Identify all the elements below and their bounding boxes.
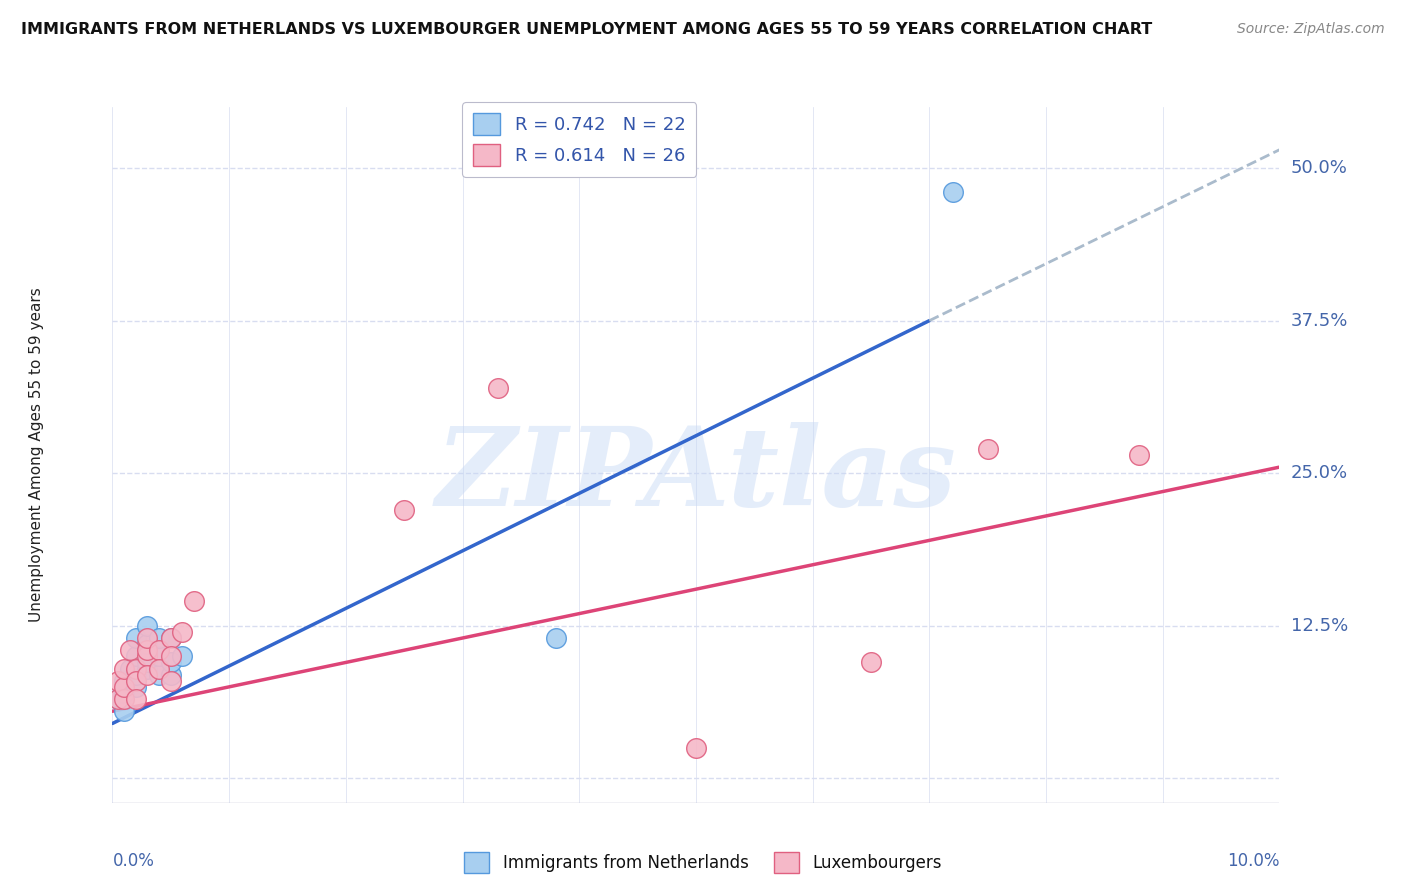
Text: 12.5%: 12.5% [1291,616,1348,635]
Point [125,673,148,688]
Point [136,649,159,664]
Point [148,631,170,645]
Point [136,631,159,645]
Point [160,656,183,670]
Point [125,667,148,681]
Point [392,503,416,517]
Point [136,656,159,670]
Legend: R = 0.742   N = 22, R = 0.614   N = 26: R = 0.742 N = 22, R = 0.614 N = 26 [463,103,696,177]
Point [160,649,183,664]
Point [125,692,148,706]
Text: ZIPAtlas: ZIPAtlas [436,422,956,530]
Point [486,381,509,395]
Point [125,649,148,664]
Point [112,680,135,694]
Point [136,643,159,657]
Point [125,631,148,645]
Point [148,649,170,664]
Point [160,631,183,645]
Point [183,594,205,608]
Point [136,619,159,633]
Point [172,624,194,639]
Text: 0.0%: 0.0% [112,852,155,870]
Point [1128,448,1150,462]
Point [112,673,135,688]
Text: Source: ZipAtlas.com: Source: ZipAtlas.com [1237,22,1385,37]
Legend: Immigrants from Netherlands, Luxembourgers: Immigrants from Netherlands, Luxembourge… [458,846,948,880]
Point [148,661,170,675]
Point [107,673,129,688]
Point [112,686,135,700]
Point [942,186,965,200]
Text: IMMIGRANTS FROM NETHERLANDS VS LUXEMBOURGER UNEMPLOYMENT AMONG AGES 55 TO 59 YEA: IMMIGRANTS FROM NETHERLANDS VS LUXEMBOUR… [21,22,1153,37]
Point [160,667,183,681]
Point [118,661,141,675]
Point [172,649,194,664]
Point [107,692,129,706]
Point [107,692,129,706]
Point [685,740,707,755]
Point [160,673,183,688]
Point [136,667,159,681]
Point [112,692,135,706]
Point [112,661,135,675]
Point [125,661,148,675]
Text: 25.0%: 25.0% [1291,464,1348,483]
Text: 50.0%: 50.0% [1291,159,1347,178]
Text: Unemployment Among Ages 55 to 59 years: Unemployment Among Ages 55 to 59 years [30,287,44,623]
Point [148,643,170,657]
Point [544,631,567,645]
Point [112,704,135,718]
Point [976,442,998,456]
Text: 10.0%: 10.0% [1227,852,1279,870]
Point [148,667,170,681]
Text: 37.5%: 37.5% [1291,311,1348,330]
Point [136,637,159,651]
Point [125,680,148,694]
Point [136,661,159,675]
Point [118,643,141,657]
Point [859,656,883,670]
Point [160,631,183,645]
